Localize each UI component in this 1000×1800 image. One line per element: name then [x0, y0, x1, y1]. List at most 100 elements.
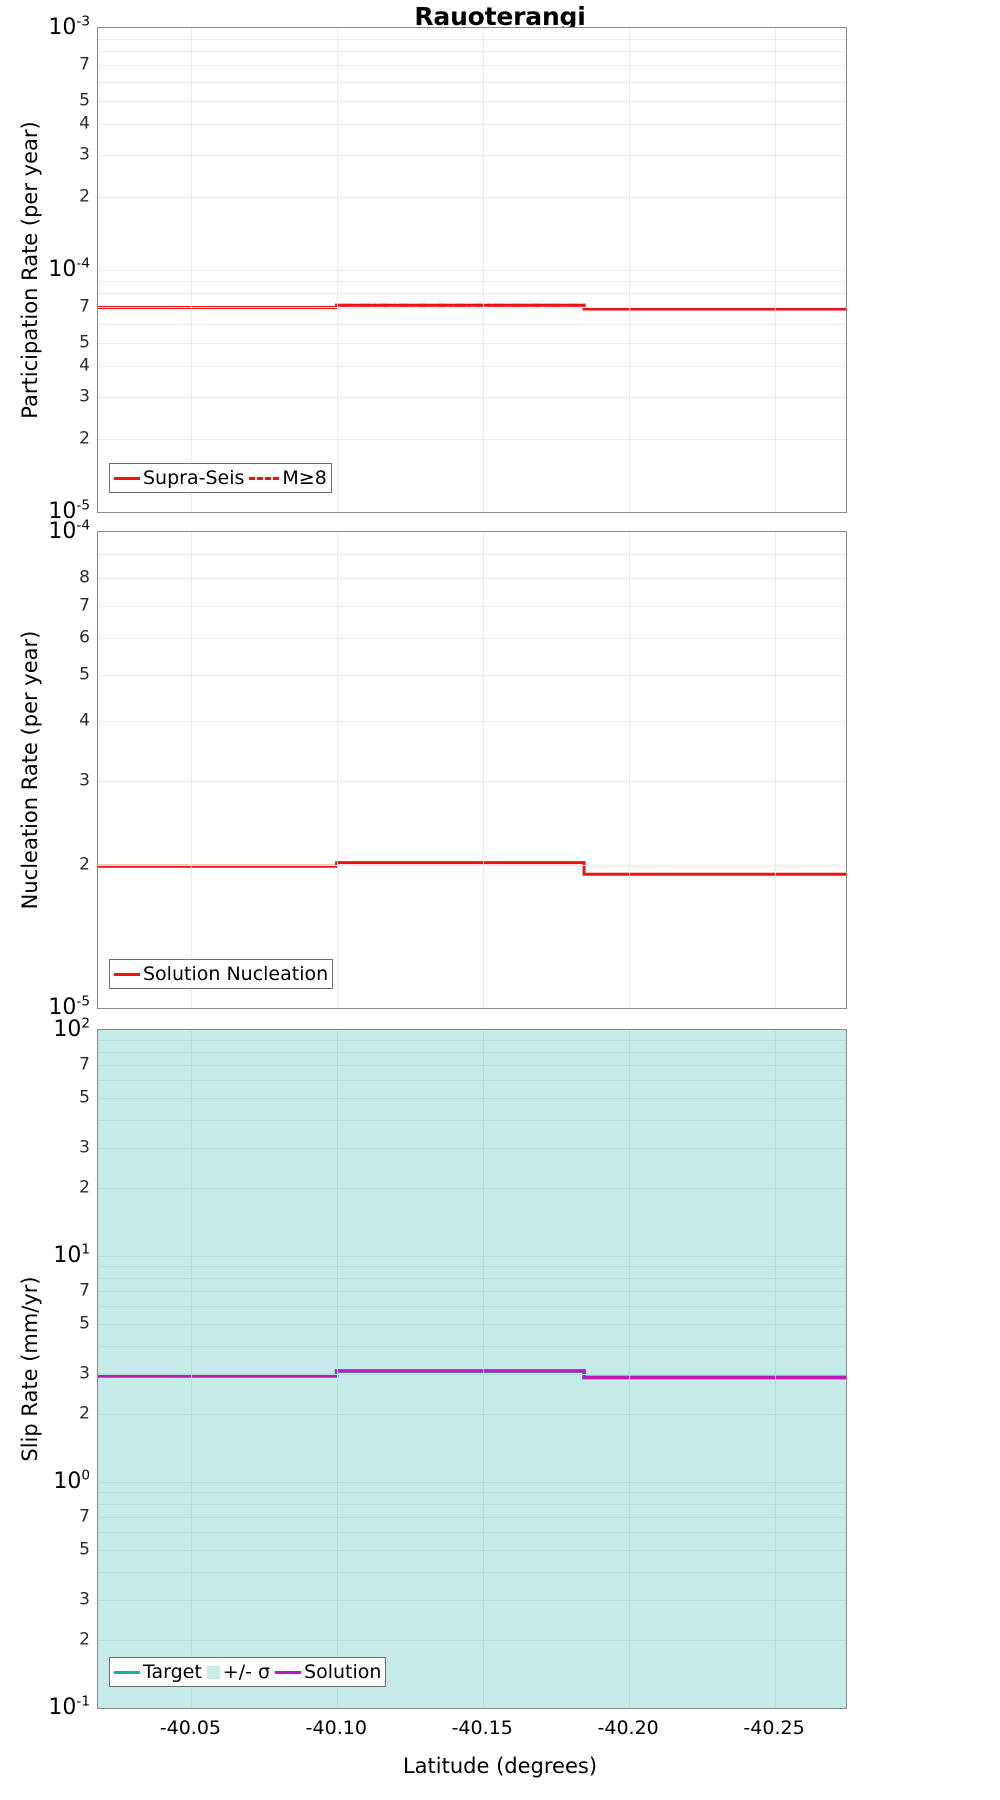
y-tick-label: 2 — [79, 1403, 90, 1424]
gridline-horizontal — [98, 721, 846, 722]
gridline-horizontal — [98, 1550, 846, 1551]
y-tick-label: 6 — [79, 627, 90, 648]
legend-nucleation[interactable]: Solution Nucleation — [109, 959, 334, 989]
y-tick-label: 8 — [79, 567, 90, 588]
gridline-horizontal — [98, 1504, 846, 1505]
gridline-horizontal — [98, 65, 846, 66]
gridline-vertical — [775, 28, 776, 512]
series-line — [98, 861, 846, 876]
gridline-horizontal — [98, 781, 846, 782]
gridline-horizontal — [98, 1266, 846, 1267]
gridline-horizontal — [98, 51, 846, 52]
x-axis-ticks: -40.05 -40.10 -40.15 -40.20 -40.25 — [97, 1717, 847, 1743]
series-line — [98, 303, 846, 311]
y-tick-label: 5 — [79, 1313, 90, 1334]
gridline-vertical — [629, 28, 630, 512]
gridline-horizontal — [98, 865, 846, 866]
gridline-horizontal — [98, 1065, 846, 1066]
y-tick-label: 5 — [79, 664, 90, 685]
gridline-horizontal — [98, 1120, 846, 1121]
gridline-horizontal — [98, 578, 846, 579]
legend-item: Supra-Seis — [114, 466, 245, 489]
gridline-vertical — [775, 532, 776, 1008]
gridline-horizontal — [98, 606, 846, 607]
gridline-horizontal — [98, 1188, 846, 1189]
legend-item: Solution Nucleation — [114, 962, 329, 985]
legend-line-swatch — [275, 1670, 302, 1674]
x-tick-label: -40.10 — [305, 1717, 367, 1739]
gridline-horizontal — [98, 1640, 846, 1641]
gridline-vertical — [775, 1030, 776, 1708]
gridline-horizontal — [98, 1080, 846, 1081]
data-lines-nucleation — [98, 861, 846, 876]
y-tick-label: 5 — [79, 90, 90, 111]
gridline-horizontal — [98, 343, 846, 344]
x-tick-label: -40.05 — [159, 1717, 221, 1739]
legend-line-swatch — [114, 476, 140, 480]
y-tick-label: 7 — [79, 595, 90, 616]
legend-item: Solution — [275, 1660, 382, 1683]
legend-label: Supra-Seis — [143, 466, 245, 489]
legend-label: Solution Nucleation — [143, 962, 329, 985]
gridline-vertical — [191, 1030, 192, 1708]
gridline-horizontal — [98, 1306, 846, 1307]
gridline-horizontal — [98, 1278, 846, 1279]
y-tick-label: 3 — [79, 1363, 90, 1384]
gridline-horizontal — [98, 197, 846, 198]
legend-label: Solution — [304, 1660, 382, 1683]
x-axis-label: Latitude (degrees) — [402, 1754, 598, 1778]
gridline-horizontal — [98, 439, 846, 440]
gridline-horizontal — [98, 1532, 846, 1533]
legend-label: M≥8 — [282, 466, 327, 489]
y-tick-label: 2 — [79, 428, 90, 449]
y-tick-label: 2 — [79, 1629, 90, 1650]
gridline-vertical — [191, 532, 192, 1008]
legend-sliprate[interactable]: Target +/- σ Solution — [109, 1657, 387, 1687]
figure-title: Rauoterangi — [414, 2, 586, 31]
y-tick-label: 10-4 — [48, 255, 90, 282]
y-tick-label: 3 — [79, 770, 90, 791]
gridline-horizontal — [98, 307, 846, 308]
plot-area-sliprate — [97, 1029, 847, 1709]
legend-item: +/- σ — [206, 1662, 270, 1682]
y-tick-label: 4 — [79, 113, 90, 134]
y-tick-label: 5 — [79, 1539, 90, 1560]
gridline-horizontal — [98, 1148, 846, 1149]
legend-label: Target — [143, 1660, 202, 1683]
gridline-horizontal — [98, 39, 846, 40]
y-tick-label: 7 — [79, 1280, 90, 1301]
y-tick-label: 102 — [53, 1015, 90, 1042]
y-tick-label: 10-4 — [48, 517, 90, 544]
gridline-horizontal — [98, 124, 846, 125]
legend-dashdot-swatch — [249, 476, 280, 480]
gridline-horizontal — [98, 281, 846, 282]
gridline-horizontal — [98, 1346, 846, 1347]
gridline-horizontal — [98, 293, 846, 294]
y-tick-label: 101 — [53, 1241, 90, 1268]
gridline-vertical — [483, 1030, 484, 1708]
gridline-horizontal — [98, 1291, 846, 1292]
y-tick-label: 2 — [79, 1177, 90, 1198]
y-tick-label: 3 — [79, 144, 90, 165]
gridline-vertical — [337, 1030, 338, 1708]
gridline-vertical — [483, 532, 484, 1008]
y-tick-label: 7 — [79, 1506, 90, 1527]
gridline-vertical — [191, 28, 192, 512]
series-line — [98, 1369, 846, 1379]
y-tick-label: 10-5 — [48, 993, 90, 1020]
legend-participation[interactable]: Supra-Seis M≥8 — [109, 463, 332, 493]
gridline-horizontal — [98, 1052, 846, 1053]
y-tick-label: 100 — [53, 1467, 90, 1494]
plot-area-participation — [97, 27, 847, 513]
gridline-horizontal — [98, 397, 846, 398]
gridline-horizontal — [98, 82, 846, 83]
gridline-horizontal — [98, 155, 846, 156]
gridline-horizontal — [98, 1572, 846, 1573]
gridline-horizontal — [98, 1256, 846, 1257]
y-tick-label: 10-1 — [48, 1693, 90, 1720]
gridline-horizontal — [98, 1492, 846, 1493]
x-tick-label: -40.20 — [597, 1717, 659, 1739]
y-tick-label: 3 — [79, 1137, 90, 1158]
gridline-horizontal — [98, 1414, 846, 1415]
gridline-horizontal — [98, 366, 846, 367]
